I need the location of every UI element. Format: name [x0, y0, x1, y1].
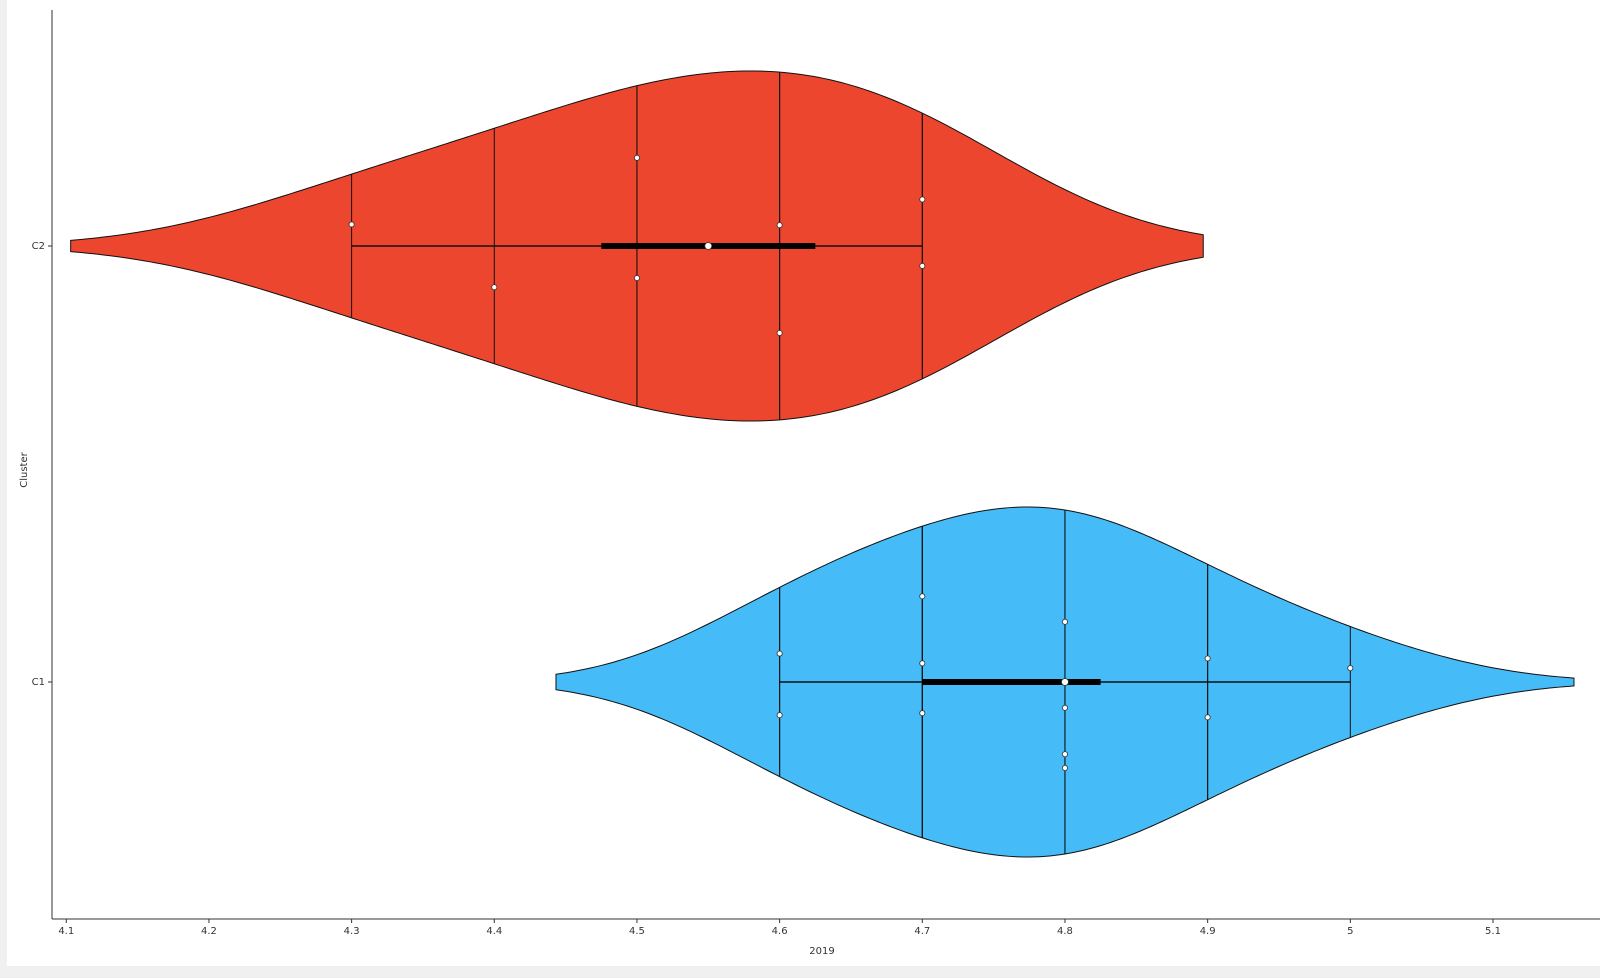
- median: [704, 242, 713, 250]
- data-point: [633, 154, 640, 161]
- data-point: [1061, 618, 1068, 625]
- data-point: [919, 593, 926, 600]
- x-tick-label: 4.7: [914, 926, 930, 937]
- x-tick-label: 4.6: [772, 926, 788, 937]
- data-point: [1061, 751, 1068, 758]
- x-axis-label: 2019: [809, 946, 834, 957]
- data-point: [919, 710, 926, 717]
- y-tick-label: C1: [32, 677, 45, 688]
- data-point: [348, 221, 355, 228]
- x-tick-label: 5: [1347, 926, 1353, 937]
- median: [1061, 678, 1069, 686]
- y-tick-label: C2: [32, 241, 45, 252]
- data-point: [919, 262, 926, 269]
- data-point: [919, 660, 926, 667]
- data-point: [491, 284, 498, 291]
- data-point: [776, 222, 783, 229]
- data-point: [776, 329, 783, 336]
- data-point: [919, 196, 926, 203]
- data-point: [1204, 714, 1211, 721]
- data-point: [1061, 764, 1068, 771]
- x-tick-label: 4.4: [486, 926, 502, 937]
- y-axis-label: Cluster: [19, 451, 30, 487]
- data-point: [1347, 665, 1354, 672]
- x-tick-label: 4.5: [629, 926, 645, 937]
- data-point: [1204, 655, 1211, 662]
- x-tick-label: 5.1: [1485, 926, 1501, 937]
- box: [922, 679, 1101, 685]
- data-point: [633, 275, 640, 282]
- x-tick-label: 4.2: [201, 926, 217, 937]
- x-tick-label: 4.3: [344, 926, 360, 937]
- data-point: [776, 650, 783, 657]
- x-tick-label: 4.1: [58, 926, 74, 937]
- data-point: [776, 712, 783, 719]
- x-tick-label: 4.9: [1200, 926, 1216, 937]
- x-tick-label: 4.8: [1057, 926, 1073, 937]
- data-point: [1061, 704, 1068, 711]
